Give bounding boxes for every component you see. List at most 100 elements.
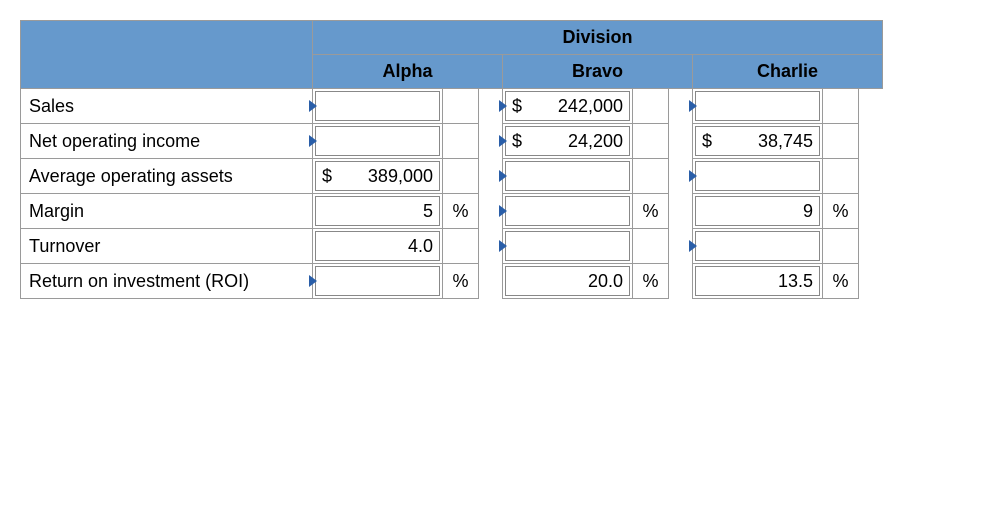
- input-box[interactable]: [315, 126, 440, 156]
- caret-icon: [499, 205, 507, 217]
- value-text: 9: [803, 201, 813, 222]
- caret-icon: [689, 240, 697, 252]
- bravo-unit-cell: %: [633, 194, 669, 229]
- charlie-value-cell[interactable]: [693, 229, 823, 264]
- caret-icon: [499, 170, 507, 182]
- bravo-value-cell[interactable]: [503, 159, 633, 194]
- currency-symbol: $: [322, 166, 332, 187]
- bravo-value-cell[interactable]: [503, 194, 633, 229]
- alpha-unit-cell: [443, 89, 479, 124]
- caret-icon: [309, 275, 317, 287]
- bravo-unit-cell: %: [633, 264, 669, 299]
- bravo-value-cell[interactable]: 20.0: [503, 264, 633, 299]
- charlie-unit-cell: [823, 124, 859, 159]
- col-charlie: Charlie: [693, 55, 883, 89]
- alpha-value-cell[interactable]: [313, 124, 443, 159]
- bravo-unit-cell: [633, 89, 669, 124]
- charlie-value-cell[interactable]: [693, 159, 823, 194]
- bravo-value-cell[interactable]: $24,200: [503, 124, 633, 159]
- bravo-value-cell[interactable]: $242,000: [503, 89, 633, 124]
- input-box[interactable]: 13.5: [695, 266, 820, 296]
- caret-icon: [689, 170, 697, 182]
- currency-symbol: $: [702, 131, 712, 152]
- col-alpha: Alpha: [313, 55, 503, 89]
- alpha-unit-cell: %: [443, 194, 479, 229]
- gap-cell: [859, 89, 883, 124]
- row-noi: Net operating income$24,200$38,745: [21, 124, 883, 159]
- input-box[interactable]: $389,000: [315, 161, 440, 191]
- alpha-value-cell[interactable]: [313, 264, 443, 299]
- alpha-unit-cell: [443, 229, 479, 264]
- charlie-value-cell[interactable]: $38,745: [693, 124, 823, 159]
- division-table: Division Alpha Bravo Charlie Sales $242,0…: [20, 20, 883, 299]
- charlie-unit-cell: %: [823, 264, 859, 299]
- bravo-value-cell[interactable]: [503, 229, 633, 264]
- row-label: Net operating income: [21, 124, 313, 159]
- gap-cell: [669, 124, 693, 159]
- gap-cell: [669, 264, 693, 299]
- row-margin: Margin 5%% 9%: [21, 194, 883, 229]
- input-box[interactable]: $242,000: [505, 91, 630, 121]
- input-box[interactable]: 5: [315, 196, 440, 226]
- row-label: Turnover: [21, 229, 313, 264]
- input-box[interactable]: $24,200: [505, 126, 630, 156]
- input-box[interactable]: $38,745: [695, 126, 820, 156]
- currency-symbol: $: [512, 131, 522, 152]
- gap-cell: [859, 194, 883, 229]
- gap-cell: [669, 194, 693, 229]
- charlie-unit-cell: %: [823, 194, 859, 229]
- header-row-1: Division: [21, 21, 883, 55]
- caret-icon: [499, 135, 507, 147]
- row-label: Sales: [21, 89, 313, 124]
- input-box[interactable]: [695, 91, 820, 121]
- bravo-unit-cell: [633, 124, 669, 159]
- gap-cell: [859, 159, 883, 194]
- gap-cell: [859, 229, 883, 264]
- row-turnover: Turnover 4.0: [21, 229, 883, 264]
- row-roi: Return on investment (ROI)% 20.0% 13.5%: [21, 264, 883, 299]
- input-box[interactable]: [695, 231, 820, 261]
- alpha-value-cell[interactable]: 4.0: [313, 229, 443, 264]
- gap-cell: [859, 264, 883, 299]
- row-label: Average operating assets: [21, 159, 313, 194]
- input-box[interactable]: [315, 266, 440, 296]
- value-text: 38,745: [758, 131, 813, 152]
- header-blank: [21, 21, 313, 89]
- charlie-unit-cell: [823, 229, 859, 264]
- header-title: Division: [313, 21, 883, 55]
- row-label: Margin: [21, 194, 313, 229]
- gap-cell: [479, 264, 503, 299]
- input-box[interactable]: [505, 196, 630, 226]
- col-bravo: Bravo: [503, 55, 693, 89]
- input-box[interactable]: [505, 161, 630, 191]
- alpha-unit-cell: %: [443, 264, 479, 299]
- input-box[interactable]: [315, 91, 440, 121]
- value-text: 5: [423, 201, 433, 222]
- alpha-value-cell[interactable]: [313, 89, 443, 124]
- charlie-value-cell[interactable]: 13.5: [693, 264, 823, 299]
- row-label: Return on investment (ROI): [21, 264, 313, 299]
- charlie-value-cell[interactable]: 9: [693, 194, 823, 229]
- input-box[interactable]: [695, 161, 820, 191]
- value-text: 13.5: [778, 271, 813, 292]
- alpha-unit-cell: [443, 124, 479, 159]
- caret-icon: [499, 240, 507, 252]
- input-box[interactable]: 9: [695, 196, 820, 226]
- row-assets: Average operating assets$389,000: [21, 159, 883, 194]
- input-box[interactable]: 4.0: [315, 231, 440, 261]
- input-box[interactable]: 20.0: [505, 266, 630, 296]
- bravo-unit-cell: [633, 159, 669, 194]
- value-text: 4.0: [408, 236, 433, 257]
- currency-symbol: $: [512, 96, 522, 117]
- caret-icon: [499, 100, 507, 112]
- alpha-value-cell[interactable]: 5: [313, 194, 443, 229]
- value-text: 24,200: [568, 131, 623, 152]
- caret-icon: [309, 135, 317, 147]
- charlie-unit-cell: [823, 159, 859, 194]
- charlie-unit-cell: [823, 89, 859, 124]
- value-text: 242,000: [558, 96, 623, 117]
- charlie-value-cell[interactable]: [693, 89, 823, 124]
- input-box[interactable]: [505, 231, 630, 261]
- alpha-value-cell[interactable]: $389,000: [313, 159, 443, 194]
- value-text: 20.0: [588, 271, 623, 292]
